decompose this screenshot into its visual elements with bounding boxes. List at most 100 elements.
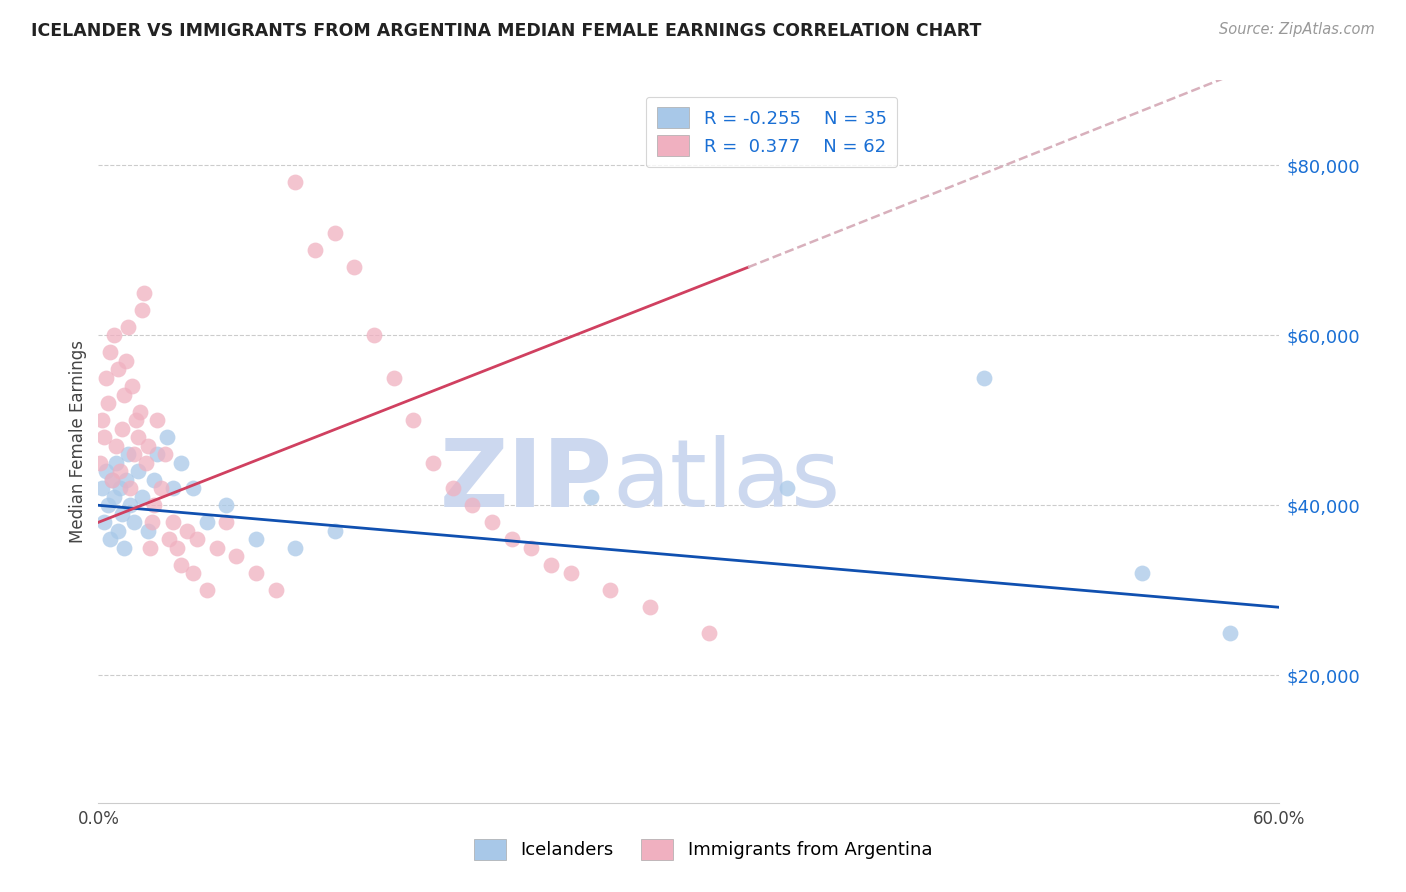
Point bbox=[98, 345, 121, 359]
Point bbox=[579, 490, 602, 504]
Point bbox=[304, 244, 326, 258]
Point bbox=[343, 260, 366, 275]
Point bbox=[131, 302, 153, 317]
Point bbox=[108, 464, 131, 478]
Point bbox=[540, 558, 562, 572]
Text: atlas: atlas bbox=[612, 435, 841, 527]
Point bbox=[108, 481, 131, 495]
Text: Source: ZipAtlas.com: Source: ZipAtlas.com bbox=[1219, 22, 1375, 37]
Point bbox=[520, 541, 543, 555]
Point bbox=[122, 447, 145, 461]
Point bbox=[111, 507, 134, 521]
Point bbox=[146, 413, 169, 427]
Point bbox=[107, 524, 129, 538]
Point bbox=[186, 533, 208, 547]
Point bbox=[162, 481, 184, 495]
Point bbox=[101, 473, 124, 487]
Point bbox=[162, 516, 184, 530]
Point bbox=[122, 516, 145, 530]
Point bbox=[127, 430, 149, 444]
Point bbox=[195, 516, 218, 530]
Point bbox=[215, 498, 238, 512]
Point bbox=[441, 481, 464, 495]
Point bbox=[103, 490, 125, 504]
Point bbox=[142, 473, 165, 487]
Point bbox=[118, 498, 141, 512]
Point bbox=[181, 566, 204, 581]
Point bbox=[115, 473, 138, 487]
Point bbox=[363, 328, 385, 343]
Point bbox=[105, 439, 128, 453]
Point bbox=[127, 464, 149, 478]
Point bbox=[382, 371, 405, 385]
Point bbox=[117, 319, 139, 334]
Point bbox=[422, 456, 444, 470]
Text: ICELANDER VS IMMIGRANTS FROM ARGENTINA MEDIAN FEMALE EARNINGS CORRELATION CHART: ICELANDER VS IMMIGRANTS FROM ARGENTINA M… bbox=[31, 22, 981, 40]
Point bbox=[215, 516, 238, 530]
Point bbox=[128, 405, 150, 419]
Text: ZIP: ZIP bbox=[439, 435, 612, 527]
Point bbox=[638, 600, 661, 615]
Point bbox=[107, 362, 129, 376]
Point bbox=[111, 422, 134, 436]
Point bbox=[98, 533, 121, 547]
Point bbox=[103, 328, 125, 343]
Point bbox=[181, 481, 204, 495]
Point bbox=[146, 447, 169, 461]
Point bbox=[97, 396, 120, 410]
Point bbox=[91, 413, 114, 427]
Point bbox=[150, 481, 173, 495]
Point bbox=[560, 566, 582, 581]
Point bbox=[481, 516, 503, 530]
Point bbox=[125, 413, 148, 427]
Point bbox=[96, 464, 118, 478]
Point bbox=[166, 541, 188, 555]
Point bbox=[776, 481, 799, 495]
Point bbox=[93, 430, 115, 444]
Point bbox=[1219, 625, 1241, 640]
Point bbox=[501, 533, 523, 547]
Point bbox=[461, 498, 484, 512]
Point bbox=[323, 227, 346, 241]
Point bbox=[402, 413, 425, 427]
Point bbox=[93, 516, 115, 530]
Point bbox=[89, 456, 111, 470]
Point bbox=[156, 430, 179, 444]
Point bbox=[973, 371, 995, 385]
Point bbox=[170, 558, 193, 572]
Point bbox=[132, 285, 155, 300]
Point bbox=[131, 490, 153, 504]
Point bbox=[157, 533, 180, 547]
Point bbox=[170, 456, 193, 470]
Point bbox=[96, 371, 118, 385]
Point bbox=[135, 456, 157, 470]
Point bbox=[141, 516, 163, 530]
Point bbox=[697, 625, 720, 640]
Point bbox=[121, 379, 143, 393]
Point bbox=[105, 456, 128, 470]
Point bbox=[1130, 566, 1153, 581]
Legend: Icelanders, Immigrants from Argentina: Icelanders, Immigrants from Argentina bbox=[467, 831, 939, 867]
Legend: R = -0.255    N = 35, R =  0.377    N = 62: R = -0.255 N = 35, R = 0.377 N = 62 bbox=[645, 96, 897, 167]
Point bbox=[205, 541, 228, 555]
Point bbox=[112, 541, 135, 555]
Point bbox=[155, 447, 177, 461]
Point bbox=[118, 481, 141, 495]
Point bbox=[112, 388, 135, 402]
Point bbox=[142, 498, 165, 512]
Point bbox=[117, 447, 139, 461]
Point bbox=[176, 524, 198, 538]
Point bbox=[245, 566, 267, 581]
Point bbox=[225, 549, 247, 564]
Point bbox=[97, 498, 120, 512]
Point bbox=[245, 533, 267, 547]
Point bbox=[115, 353, 138, 368]
Point bbox=[136, 524, 159, 538]
Point bbox=[599, 583, 621, 598]
Point bbox=[101, 473, 124, 487]
Y-axis label: Median Female Earnings: Median Female Earnings bbox=[69, 340, 87, 543]
Point bbox=[136, 439, 159, 453]
Point bbox=[284, 541, 307, 555]
Point bbox=[284, 175, 307, 189]
Point bbox=[264, 583, 287, 598]
